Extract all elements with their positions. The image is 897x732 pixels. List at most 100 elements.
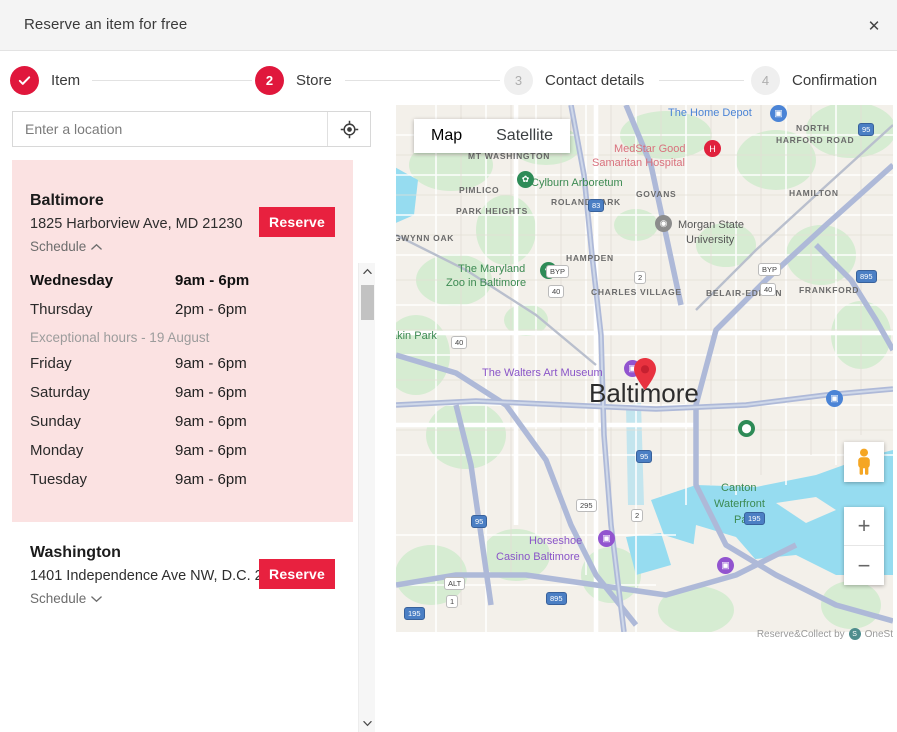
step-3-label: Contact details xyxy=(545,71,645,89)
map-zoom-control[interactable]: + − xyxy=(844,507,884,585)
step-1-label: Item xyxy=(51,71,81,89)
route-shield-i95c: 95 xyxy=(471,515,488,528)
step-2-circle: 2 xyxy=(255,65,284,95)
schedule-exception-note: Exceptional hours - 19 August xyxy=(30,330,210,345)
schedule-hours: 9am - 6pm xyxy=(175,413,247,430)
schedule-toggle-label: Schedule xyxy=(30,591,87,606)
schedule-row: Friday 9am - 6pm xyxy=(30,355,335,384)
schedule-day: Friday xyxy=(30,355,72,372)
schedule-day: Sunday xyxy=(30,413,81,430)
step-item[interactable]: Item xyxy=(10,65,80,95)
crosshair-glyph xyxy=(340,120,358,138)
close-icon[interactable]: ✕ xyxy=(859,11,889,41)
route-shield-i95b: 95 xyxy=(636,450,653,463)
map-type-map-button[interactable]: Map xyxy=(414,119,480,153)
route-shield-2b: 2 xyxy=(631,509,644,522)
shop-poi-icon[interactable]: ▣ xyxy=(826,390,843,407)
schedule-hours: 9am - 6pm xyxy=(175,272,250,289)
onestock-logo-icon: S xyxy=(848,628,861,640)
fort-poi-icon[interactable]: ▣ xyxy=(717,557,734,574)
step-1-circle xyxy=(10,65,39,95)
zoom-out-button[interactable]: − xyxy=(844,546,884,585)
route-shield-i895b: 895 xyxy=(546,592,567,605)
step-4-circle: 4 xyxy=(751,65,780,95)
route-shield-i895: 895 xyxy=(856,270,877,283)
scrollbar-thumb[interactable] xyxy=(361,285,374,320)
step-2-label: Store xyxy=(296,71,332,89)
map-attribution: Reserve&Collect by S OneSt xyxy=(757,628,893,640)
schedule-row: Monday 9am - 6pm xyxy=(30,442,335,471)
park-poi-icon[interactable]: ✿ xyxy=(517,171,534,188)
route-shield-2: 2 xyxy=(634,271,647,284)
schedule-row: Saturday 9am - 6pm xyxy=(30,384,335,413)
store-list[interactable]: Baltimore 1825 Harborview Ave, MD 21230 … xyxy=(12,160,371,632)
route-shield-295: 295 xyxy=(576,499,597,512)
location-search-row xyxy=(12,111,371,147)
schedule-hours: 9am - 6pm xyxy=(175,442,247,459)
store-name: Washington xyxy=(30,544,121,561)
step-4-label: Confirmation xyxy=(792,71,878,89)
schedule-day: Tuesday xyxy=(30,471,87,488)
map-marker-icon[interactable] xyxy=(632,357,658,391)
list-item[interactable]: Washington 1401 Independence Ave NW, D.C… xyxy=(12,522,353,630)
store-address: 1825 Harborview Ave, MD 21230 xyxy=(30,216,243,232)
crosshair-icon[interactable] xyxy=(327,112,370,146)
checkout-stepper: Item 2 Store 3 Contact details 4 Confirm… xyxy=(0,51,897,108)
reserve-button[interactable]: Reserve xyxy=(259,559,335,589)
schedule-day: Wednesday xyxy=(30,272,114,289)
list-item[interactable]: Baltimore 1825 Harborview Ave, MD 21230 … xyxy=(12,160,353,522)
step-connector-1 xyxy=(92,80,252,81)
schedule-day: Saturday xyxy=(30,384,91,401)
schedule-hours: 2pm - 6pm xyxy=(175,301,247,318)
step-connector-2 xyxy=(345,80,500,81)
route-shield-40b: 40 xyxy=(760,283,777,296)
schedule-day: Monday xyxy=(30,442,84,459)
schedule-table: Wednesday 9am - 6pm Thursday 2pm - 6pm E… xyxy=(30,272,335,500)
step-contact-details[interactable]: 3 Contact details xyxy=(504,65,644,95)
step-confirmation[interactable]: 4 Confirmation xyxy=(751,65,877,95)
schedule-hours: 9am - 6pm xyxy=(175,384,247,401)
schedule-toggle[interactable]: Schedule xyxy=(30,591,103,606)
schedule-toggle[interactable]: Schedule xyxy=(30,239,103,254)
chevron-down-icon xyxy=(91,595,103,602)
route-shield-40c: 40 xyxy=(451,336,468,349)
schedule-hours: 9am - 6pm xyxy=(175,355,247,372)
map-type-satellite-button[interactable]: Satellite xyxy=(479,119,571,153)
store-poi-icon[interactable]: ▣ xyxy=(770,105,787,122)
park-poi-icon-2[interactable]: ⬤ xyxy=(738,420,755,437)
route-shield-i95: 95 xyxy=(858,123,875,136)
map-type-control[interactable]: Map Satellite xyxy=(414,119,571,153)
zoom-in-button[interactable]: + xyxy=(844,507,884,546)
schedule-toggle-label: Schedule xyxy=(30,239,87,254)
route-shield-byp: BYP xyxy=(546,265,570,278)
store-name: Baltimore xyxy=(30,192,104,209)
scroll-up-icon[interactable] xyxy=(359,263,376,280)
scroll-down-icon[interactable] xyxy=(359,715,376,732)
step-connector-3 xyxy=(659,80,744,81)
street-view-pegman-icon[interactable] xyxy=(844,442,884,482)
step-store[interactable]: 2 Store xyxy=(255,65,332,95)
schedule-hours: 9am - 6pm xyxy=(175,471,247,488)
check-icon xyxy=(18,75,31,85)
route-shield-1: 1 xyxy=(446,595,459,608)
hospital-poi-icon[interactable]: H xyxy=(704,140,721,157)
reserve-button[interactable]: Reserve xyxy=(259,207,335,237)
casino-poi-icon[interactable]: ▣ xyxy=(598,530,615,547)
store-selection-panel: Baltimore 1825 Harborview Ave, MD 21230 … xyxy=(0,108,383,732)
university-poi-icon[interactable]: ◉ xyxy=(655,215,672,232)
route-shield-i195: 195 xyxy=(744,512,765,525)
schedule-row: Thursday 2pm - 6pm xyxy=(30,301,335,330)
schedule-row: Tuesday 9am - 6pm xyxy=(30,471,335,500)
store-address: 1401 Independence Ave NW, D.C. 200 xyxy=(30,568,279,584)
search-input[interactable] xyxy=(13,112,327,146)
schedule-day: Thursday xyxy=(30,301,93,318)
map-view[interactable]: The Home Depot NORTH HARFORD ROAD MT WASHIN… xyxy=(396,105,893,632)
schedule-row: Wednesday 9am - 6pm xyxy=(30,272,335,301)
route-shield-40: 40 xyxy=(548,285,565,298)
chevron-up-icon xyxy=(91,243,103,250)
step-3-circle: 3 xyxy=(504,65,533,95)
route-shield-i83: 83 xyxy=(588,199,605,212)
route-shield-byp-2: BYP xyxy=(758,263,782,276)
page-title: Reserve an item for free xyxy=(24,16,188,33)
store-list-scrollbar[interactable] xyxy=(358,263,375,732)
